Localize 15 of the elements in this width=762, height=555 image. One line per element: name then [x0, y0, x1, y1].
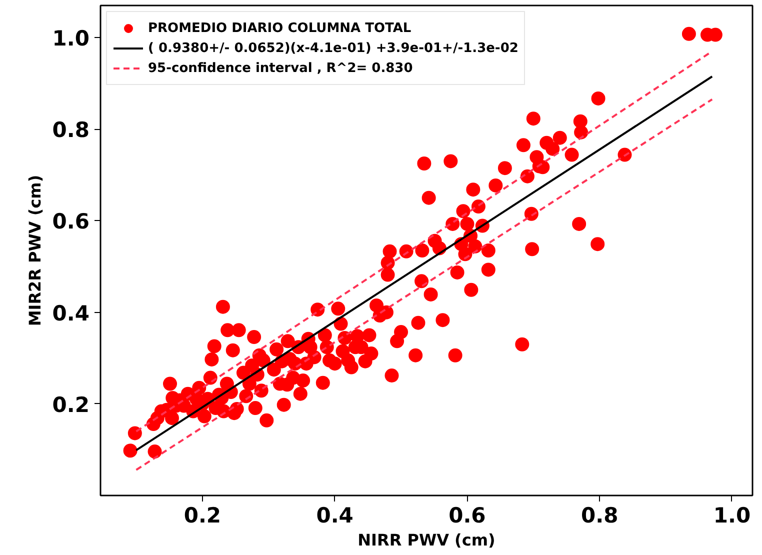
- x-tick-label: 0.6: [448, 504, 486, 528]
- x-tick-label: 0.8: [580, 504, 618, 528]
- y-tick-label: 0.8: [52, 118, 90, 142]
- legend-label: PROMEDIO DIARIO COLUMNA TOTAL: [148, 20, 412, 37]
- y-tick-label: 0.6: [52, 210, 90, 234]
- legend-label: 95-confidence interval , R^2= 0.830: [148, 60, 413, 77]
- y-tick-label: 1.0: [52, 26, 90, 51]
- x-axis-title: NIRR PWV (cm): [358, 530, 496, 550]
- legend-label: ( 0.9380+/- 0.0652)(x-4.1e-01) +3.9e-01+/-1.3e-02: [148, 40, 518, 57]
- x-tick-label: 1.0: [713, 504, 751, 528]
- x-tick-label: 0.2: [184, 504, 222, 528]
- x-tick-label: 0.4: [316, 504, 354, 528]
- y-tick-label: 0.4: [52, 301, 90, 326]
- y-axis-title: MIR2R PWV (cm): [25, 174, 44, 326]
- y-tick-label: 0.2: [52, 392, 90, 417]
